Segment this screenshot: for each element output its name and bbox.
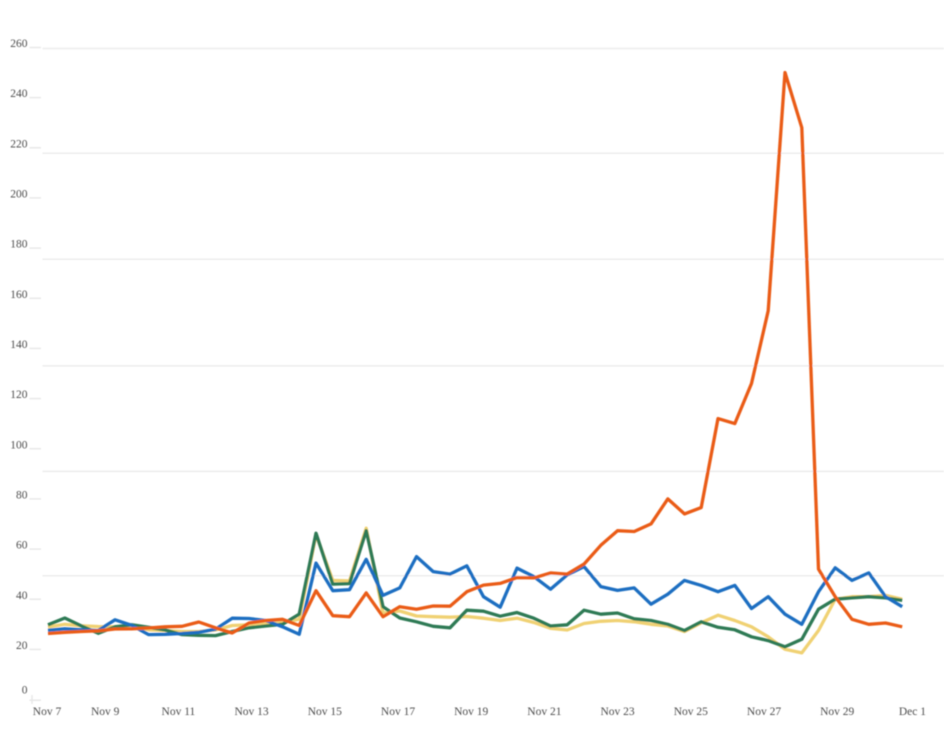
svg-text:Nov 9: Nov 9 [91,706,120,718]
svg-text:Nov 27: Nov 27 [747,706,781,718]
svg-text:0: 0 [22,684,28,696]
svg-text:100: 100 [10,439,28,451]
svg-text:Nov 15: Nov 15 [308,706,342,718]
svg-text:Nov 13: Nov 13 [235,706,269,718]
svg-text:240: 240 [10,88,28,100]
svg-text:Nov 17: Nov 17 [381,706,415,718]
svg-text:Nov 11: Nov 11 [162,706,196,718]
svg-text:Nov 21: Nov 21 [527,706,561,718]
svg-text:80: 80 [16,490,28,502]
svg-text:140: 140 [10,339,28,351]
svg-text:180: 180 [10,239,28,251]
svg-text:200: 200 [10,189,28,201]
svg-text:Nov 7: Nov 7 [33,706,62,718]
svg-text:Dec 1: Dec 1 [899,706,926,718]
svg-text:60: 60 [16,540,28,552]
svg-text:120: 120 [10,389,28,401]
svg-text:Nov 19: Nov 19 [454,706,488,718]
svg-text:40: 40 [16,590,28,602]
svg-text:Nov 25: Nov 25 [674,706,708,718]
svg-text:20: 20 [16,640,28,652]
svg-text:Nov 23: Nov 23 [601,706,635,718]
svg-text:160: 160 [10,289,28,301]
svg-text:220: 220 [10,138,28,150]
svg-text:Nov 29: Nov 29 [820,706,854,718]
svg-text:260: 260 [10,38,28,50]
